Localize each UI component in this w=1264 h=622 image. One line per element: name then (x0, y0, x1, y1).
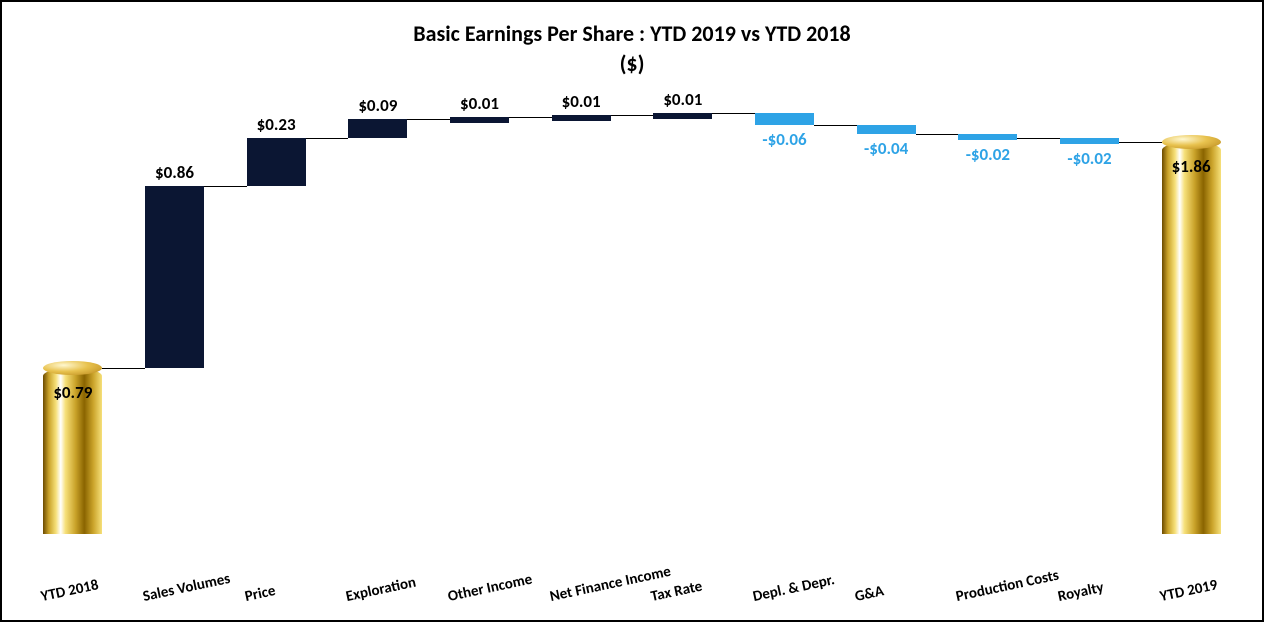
x-label: Sales Volumes (141, 570, 232, 606)
value-label: -$0.02 (937, 144, 1039, 165)
x-label: Exploration (345, 574, 418, 606)
value-label: -$0.06 (734, 129, 836, 150)
value-label: $1.86 (1140, 156, 1242, 177)
chart-title-line2: ($) (2, 50, 1262, 77)
x-label: YTD 2018 (40, 576, 101, 606)
value-label: $0.01 (429, 93, 531, 114)
connector (916, 134, 959, 135)
bar-g-a (857, 125, 916, 133)
value-label: $0.09 (327, 95, 429, 116)
connector (712, 113, 755, 114)
bar-ytd-2019 (1162, 142, 1221, 534)
value-label: $0.01 (632, 89, 734, 110)
bar-production-costs (958, 134, 1017, 140)
x-label: Price (243, 582, 277, 606)
x-label: YTD 2019 (1158, 576, 1219, 606)
connector (1119, 142, 1162, 143)
chart-frame: Basic Earnings Per Share : YTD 2019 vs Y… (0, 0, 1264, 622)
value-label: $0.23 (225, 114, 327, 135)
bar-depl-depr- (755, 113, 814, 126)
value-label: -$0.02 (1039, 148, 1141, 169)
bar-tax-rate (653, 113, 712, 119)
x-label: G&A (853, 582, 885, 606)
value-label: $0.01 (530, 91, 632, 112)
bar-sales-volumes (145, 186, 204, 367)
bar-price (247, 138, 306, 186)
x-axis-labels: YTD 2018 Sales Volumes Price Exploration Oth… (22, 534, 1242, 620)
connector (204, 186, 247, 187)
connector (509, 117, 552, 118)
connector (306, 138, 349, 139)
value-label: $0.79 (22, 382, 124, 403)
waterfall-plot: $0.79$0.86$0.23$0.09$0.01$0.01$0.01-$0.0… (22, 102, 1242, 534)
value-label: $0.86 (124, 162, 226, 183)
value-label: -$0.04 (835, 138, 937, 159)
bar-cap (1162, 135, 1221, 149)
x-label: Royalty (1056, 579, 1105, 606)
x-label: Production Costs (955, 567, 1061, 606)
connector (611, 115, 654, 116)
bar-exploration (348, 119, 407, 138)
bar-cap (43, 361, 102, 375)
connector (102, 368, 145, 369)
x-label: Other Income (446, 571, 534, 606)
connector (1017, 138, 1060, 139)
connector (814, 125, 857, 126)
chart-title-line1: Basic Earnings Per Share : YTD 2019 vs Y… (2, 20, 1262, 47)
x-label: Depl. & Depr. (751, 571, 836, 606)
bar-net-finance-income (552, 115, 611, 121)
bar-other-income (450, 117, 509, 123)
bar-royalty (1060, 138, 1119, 144)
connector (407, 119, 450, 120)
